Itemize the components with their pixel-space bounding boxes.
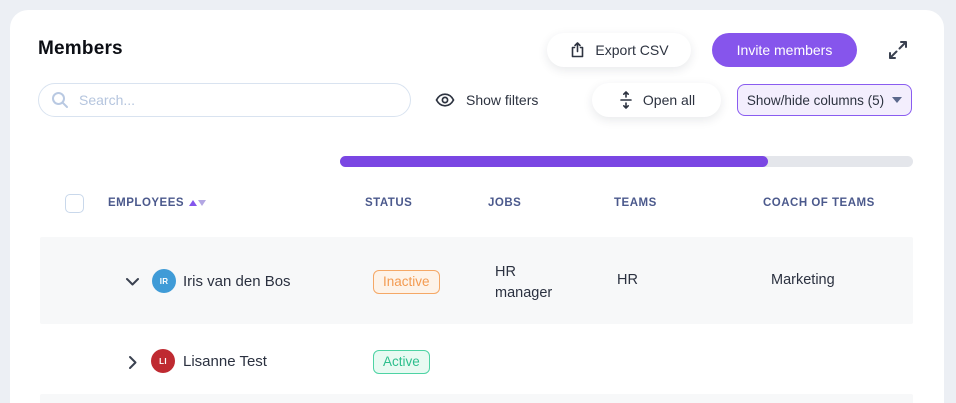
search-icon [51, 91, 69, 109]
column-header-jobs-label: JOBS [488, 197, 522, 209]
table-horizontal-scrollbar-thumb[interactable] [340, 156, 768, 167]
table-row[interactable] [40, 394, 913, 403]
column-header-teams[interactable]: TEAMS [614, 197, 657, 209]
show-hide-columns-label: Show/hide columns (5) [746, 92, 885, 108]
unfold-vertical-icon [618, 91, 634, 109]
members-card: Members Export CSV Invite members [10, 10, 944, 403]
table-row[interactable]: LI Lisanne Test Active [40, 333, 913, 389]
column-header-coach-of-teams-label: COACH OF TEAMS [763, 197, 875, 209]
column-header-status[interactable]: STATUS [365, 197, 412, 209]
column-header-employees-label: EMPLOYEES [108, 197, 185, 209]
column-header-status-label: STATUS [365, 197, 413, 209]
show-filters-label: Show filters [466, 92, 539, 108]
export-csv-label: Export CSV [595, 42, 669, 58]
page-title: Members [38, 38, 123, 59]
avatar: LI [151, 349, 175, 373]
eye-icon [435, 92, 455, 108]
search-box [38, 83, 411, 117]
expand-fullscreen-icon[interactable] [886, 38, 910, 62]
status-badge: Inactive [373, 270, 440, 294]
column-header-employees[interactable]: EMPLOYEES [108, 197, 207, 209]
export-csv-button[interactable]: Export CSV [547, 33, 691, 67]
column-header-teams-label: TEAMS [614, 197, 657, 209]
invite-members-button[interactable]: Invite members [712, 33, 857, 67]
coach-of-teams-cell: Marketing [771, 272, 835, 288]
member-name: Iris van den Bos [183, 273, 291, 290]
column-header-coach-of-teams[interactable]: COACH OF TEAMS [763, 197, 875, 209]
jobs-cell: HR manager [495, 264, 553, 301]
open-all-label: Open all [642, 92, 696, 108]
avatar: IR [152, 269, 176, 293]
teams-cell: HR [617, 272, 638, 288]
table-horizontal-scrollbar-track[interactable] [340, 156, 913, 167]
member-name: Lisanne Test [183, 353, 267, 370]
chevron-down-icon [892, 97, 903, 103]
show-hide-columns-dropdown[interactable]: Show/hide columns (5) [737, 84, 912, 116]
invite-members-label: Invite members [736, 42, 833, 58]
export-icon [569, 41, 586, 59]
sort-asc-icon [189, 200, 198, 206]
sort-desc-icon [198, 200, 207, 206]
column-header-jobs[interactable]: JOBS [488, 197, 521, 209]
search-input[interactable] [79, 92, 398, 108]
chevron-right-icon[interactable] [127, 355, 138, 375]
select-all-checkbox[interactable] [65, 194, 84, 213]
show-filters-toggle[interactable]: Show filters [435, 90, 538, 110]
table-row[interactable]: IR Iris van den Bos Inactive HR manager … [40, 237, 913, 324]
open-all-button[interactable]: Open all [592, 83, 721, 117]
table-header: EMPLOYEES STATUS JOBS TEAMS COACH OF TEA… [10, 194, 944, 214]
status-badge: Active [373, 350, 430, 374]
sort-icon [189, 200, 207, 206]
chevron-down-icon[interactable] [125, 274, 140, 292]
